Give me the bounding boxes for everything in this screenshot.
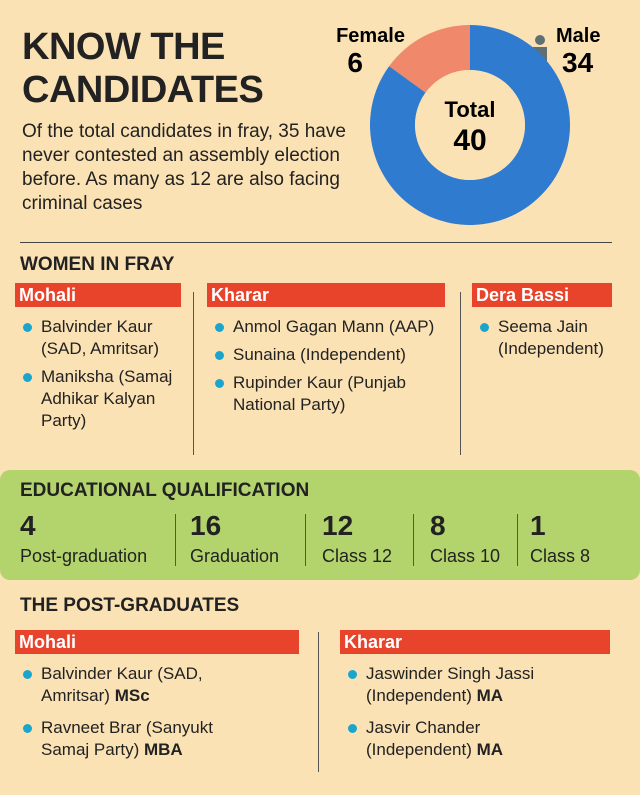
donut-segment — [369, 25, 570, 225]
count: 8 — [430, 510, 446, 541]
count-label: Post-graduation — [20, 546, 148, 566]
value-label: 6 — [347, 47, 363, 78]
candidate-name: Jaswinder Singh Jassi (Independent) — [366, 664, 535, 705]
count-label: Class 8 — [530, 546, 591, 566]
degree: MBA — [143, 740, 183, 759]
column-divider — [318, 632, 319, 772]
count: 1 — [530, 510, 546, 541]
count: 4 — [20, 510, 36, 541]
title: KNOW THE CANDIDATES — [22, 26, 264, 112]
section-title: THE POST-GRADUATES — [20, 595, 240, 616]
section-title: EDUCATIONAL QUALIFICATION — [20, 480, 310, 501]
list-item: Jasvir Chander (Independent) MA — [346, 717, 556, 761]
degree: MSc — [114, 686, 150, 705]
section-title: WOMEN IN FRAY — [20, 254, 175, 275]
column-divider — [175, 514, 176, 566]
education-panel — [0, 470, 640, 580]
item-list: Balvinder Kaur (SAD, Amritsar) MSc Ravnee… — [21, 663, 245, 771]
title-line: CANDIDATES — [22, 69, 264, 111]
list-item: Rupinder Kaur (Punjab National Party) — [213, 372, 445, 416]
list-item: Ravneet Brar (Sanyukt Samaj Party) MBA — [21, 717, 245, 761]
column-divider — [305, 514, 306, 566]
count-label: Class 10 — [430, 546, 501, 566]
list-item: Anmol Gagan Mann (AAP) — [213, 316, 445, 338]
list-item: Balvinder Kaur (SAD, Amritsar) MSc — [21, 663, 245, 707]
count-label: Class 12 — [322, 546, 393, 566]
count: 12 — [322, 510, 354, 541]
list-item: Seema Jain (Independent) — [478, 316, 612, 360]
list-item: Balvinder Kaur (SAD, Amritsar) — [21, 316, 181, 360]
center-value: 40 — [453, 124, 486, 157]
list-item: Sunaina (Independent) — [213, 344, 445, 366]
column-heading: Mohali — [15, 630, 299, 654]
donut-hole — [415, 70, 525, 180]
degree: MA — [476, 686, 504, 705]
divider — [20, 242, 612, 243]
column-divider — [460, 292, 461, 455]
donut-segment — [389, 25, 470, 93]
intro-text: Of the total candidates in fray, 35 have… — [22, 121, 346, 214]
candidate-name: Balvinder Kaur (SAD, Amritsar) — [41, 664, 203, 705]
legend-label: Female — [336, 25, 405, 47]
column-heading: Mohali — [15, 283, 181, 307]
degree: MA — [476, 740, 504, 759]
legend-label: Male — [556, 25, 600, 47]
candidate-name: Ravneet Brar (Sanyukt Samaj Party) — [41, 718, 213, 759]
list-item: Maniksha (Samaj Adhikar Kalyan Party) — [21, 366, 181, 432]
item-list: Anmol Gagan Mann (AAP) Sunaina (Independe… — [213, 316, 445, 422]
item-list: Balvinder Kaur (SAD, Amritsar) Maniksha (… — [21, 316, 181, 438]
column-heading: Dera Bassi — [472, 283, 612, 307]
candidate-name: Jasvir Chander (Independent) — [366, 718, 481, 759]
column-heading: Kharar — [340, 630, 610, 654]
column-divider — [517, 514, 518, 566]
item-list: Seema Jain (Independent) — [478, 316, 612, 366]
list-item: Jaswinder Singh Jassi (Independent) MA — [346, 663, 556, 707]
count: 16 — [190, 510, 222, 541]
column-divider — [413, 514, 414, 566]
value-label: 34 — [562, 47, 594, 78]
center-label: Total — [445, 97, 496, 122]
count-label: Graduation — [190, 546, 280, 566]
column-divider — [193, 292, 194, 455]
item-list: Jaswinder Singh Jassi (Independent) MA Ja… — [346, 663, 556, 771]
column-heading: Kharar — [207, 283, 445, 307]
title-line: KNOW THE — [22, 26, 225, 68]
